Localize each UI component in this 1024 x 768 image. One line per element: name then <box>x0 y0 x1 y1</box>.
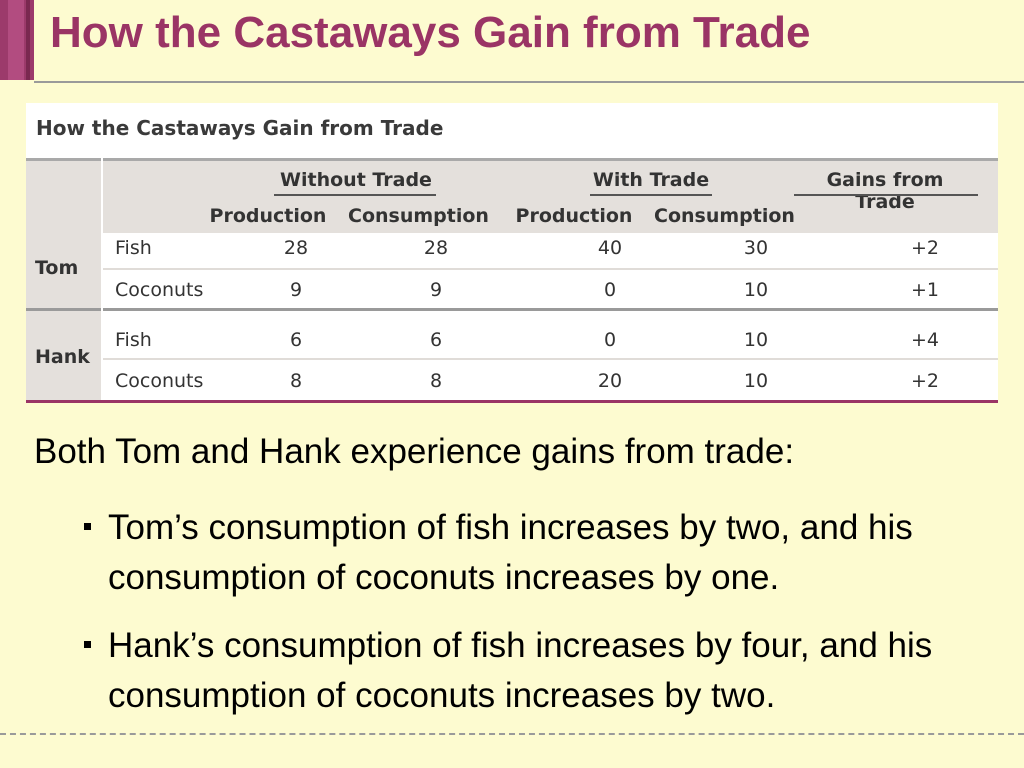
cell-value: 9 <box>429 279 443 301</box>
cell-value: 10 <box>743 329 769 351</box>
table-row: Coconuts 9 9 0 10 +1 <box>103 270 998 308</box>
person-name: Hank <box>35 346 90 368</box>
slide-title: How the Castaways Gain from Trade <box>50 8 811 57</box>
table-row: Fish 28 28 40 30 +2 <box>103 233 998 268</box>
cell-value: +1 <box>910 279 939 301</box>
bullet-item: Tom’s consumption of fish increases by t… <box>84 503 1008 603</box>
bullet-item: Hank’s consumption of fish increases by … <box>84 621 1008 721</box>
group-without-trade: Without Trade <box>280 169 432 191</box>
footer-dashed-divider <box>0 733 1024 735</box>
row-label: Fish <box>115 329 152 351</box>
table-header: Without Trade With Trade Gains from Trad… <box>26 158 998 233</box>
cell-value: 40 <box>597 237 623 259</box>
cell-value: 28 <box>283 237 309 259</box>
person-hank-cell: Hank <box>26 311 102 400</box>
cell-value: +2 <box>910 370 939 392</box>
column-separator <box>101 158 103 403</box>
accent-stripe <box>8 0 24 80</box>
subheader-consumption: Consumption <box>654 205 795 227</box>
subheader-production: Production <box>209 205 327 227</box>
title-accent-bar <box>0 0 34 80</box>
table-caption: How the Castaways Gain from Trade <box>26 103 998 158</box>
bullet-text: Tom’s consumption of fish increases by t… <box>108 508 913 597</box>
table-row: Fish 6 6 0 10 +4 <box>103 311 998 358</box>
bullet-text: Hank’s consumption of fish increases by … <box>108 626 933 715</box>
cell-value: 6 <box>429 329 443 351</box>
cell-value: 10 <box>743 370 769 392</box>
cell-value: 28 <box>423 237 449 259</box>
group-with-trade: With Trade <box>592 169 710 191</box>
accent-stripe-dark <box>26 0 30 80</box>
person-tom-cell: Tom <box>26 233 102 308</box>
row-label: Coconuts <box>115 279 204 301</box>
cell-value: 8 <box>289 370 303 392</box>
row-label: Fish <box>115 237 152 259</box>
group-underline <box>590 194 712 196</box>
cell-value: 0 <box>603 279 617 301</box>
table-row: Coconuts 8 8 20 10 +2 <box>103 360 998 400</box>
cell-value: 6 <box>289 329 303 351</box>
group-separator <box>26 308 998 311</box>
intro-text: Both Tom and Hank experience gains from … <box>34 432 795 471</box>
table-bottom-rule <box>26 400 998 403</box>
title-divider <box>34 81 1024 83</box>
square-bullet-icon <box>84 523 91 530</box>
gains-table: How the Castaways Gain from Trade Withou… <box>26 103 998 403</box>
person-name: Tom <box>35 257 79 279</box>
cell-value: +4 <box>910 329 939 351</box>
cell-value: 30 <box>743 237 769 259</box>
cell-value: 9 <box>289 279 303 301</box>
table-caption-text: How the Castaways Gain from Trade <box>36 116 444 140</box>
cell-value: 0 <box>603 329 617 351</box>
square-bullet-icon <box>84 641 91 648</box>
cell-value: 10 <box>743 279 769 301</box>
group-underline <box>274 194 436 196</box>
row-label: Coconuts <box>115 370 204 392</box>
cell-value: 20 <box>597 370 623 392</box>
row-divider <box>103 358 998 360</box>
cell-value: 8 <box>429 370 443 392</box>
group-gains: Gains from Trade <box>826 169 944 213</box>
subheader-production: Production <box>515 205 633 227</box>
group-underline <box>794 194 978 196</box>
subheader-consumption: Consumption <box>348 205 489 227</box>
cell-value: +2 <box>910 237 939 259</box>
row-divider <box>103 268 998 270</box>
